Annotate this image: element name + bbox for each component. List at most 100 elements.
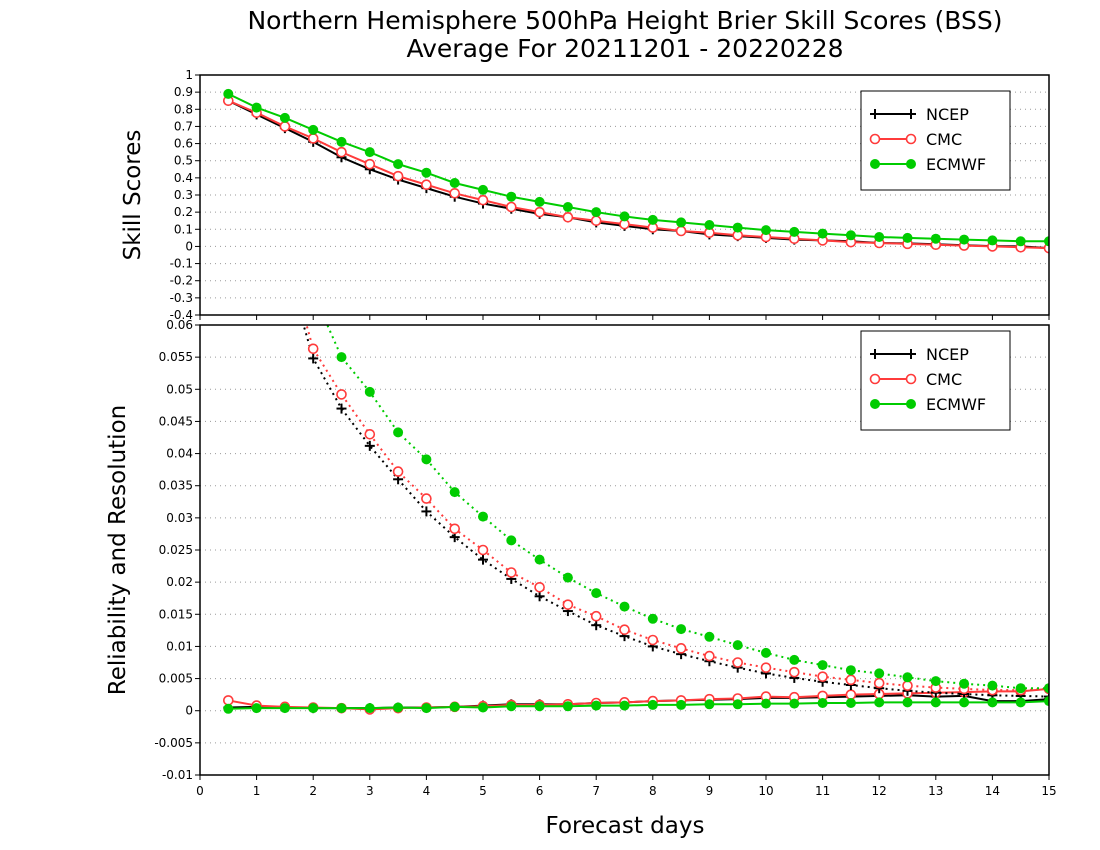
legend-label: ECMWF: [926, 155, 986, 174]
data-point: [449, 523, 461, 535]
data-point: [223, 695, 234, 706]
data-point: [449, 178, 460, 188]
legend-marker: [906, 159, 916, 169]
data-point: [987, 697, 998, 708]
data-point: [364, 147, 375, 158]
data-point: [902, 680, 913, 691]
legend-marker: [870, 399, 880, 409]
legend-label: NCEP: [926, 105, 969, 124]
data-point: [251, 102, 262, 113]
data-point: [817, 228, 828, 239]
y-tick-label: 0.9: [174, 85, 193, 99]
data-point: [874, 668, 885, 679]
data-point: [364, 386, 375, 397]
x-ticks: [199, 315, 1050, 320]
y-tick-label: 1: [185, 68, 193, 82]
legend-marker: [869, 133, 881, 145]
data-point: [676, 217, 687, 228]
data-point: [676, 624, 687, 635]
x-tick-label: 12: [872, 784, 887, 798]
y-tick-label: 0.06: [166, 318, 193, 332]
y-tick-label: 0.04: [166, 447, 193, 461]
legend-marker: [905, 373, 917, 385]
data-point: [336, 389, 347, 400]
data-point: [478, 511, 488, 522]
legend-entry-ecmwf: ECMWF: [870, 395, 986, 414]
data-point: [788, 666, 800, 678]
data-point: [959, 697, 970, 708]
data-point: [874, 232, 885, 242]
legend-entry-ecmwf: ECMWF: [870, 155, 986, 174]
data-point: [477, 544, 489, 556]
x-tick-label: 9: [706, 784, 714, 798]
data-point: [704, 650, 715, 662]
data-point: [591, 620, 602, 631]
y-tick-label: 0: [185, 239, 193, 253]
data-point: [845, 674, 857, 686]
x-tick-label: 5: [479, 784, 487, 798]
data-point: [845, 689, 857, 700]
data-point: [506, 191, 517, 202]
data-point: [392, 170, 404, 182]
data-point: [647, 699, 658, 710]
data-point: [336, 146, 347, 158]
data-point: [562, 701, 573, 712]
data-point: [704, 220, 715, 230]
y-tick-label: -0.4: [170, 308, 193, 322]
data-point: [845, 230, 856, 241]
data-point: [562, 211, 574, 223]
data-point: [987, 235, 998, 246]
y-ticks: -0.4 -0.3 -0.2 -0.1 0 0.1 0.2 0.3 0.4 0.5 0.6 0.7 0.…: [170, 68, 200, 322]
data-point: [307, 343, 319, 355]
data-point: [675, 643, 687, 654]
data-point: [336, 352, 347, 363]
y-axis-label: Skill Scores: [120, 130, 146, 261]
data-point: [505, 567, 517, 578]
plot-frame: [199, 324, 1050, 776]
data-point: [505, 201, 517, 213]
legend: NCEP CMC ECMWF: [860, 330, 1011, 431]
data-point: [478, 554, 488, 565]
data-point: [789, 654, 800, 665]
legend-label: NCEP: [926, 345, 969, 364]
data-point: [1044, 236, 1049, 247]
data-point: [761, 225, 771, 236]
legend-entry-cmc: CMC: [869, 370, 962, 389]
y-tick-label: 0.01: [166, 639, 193, 653]
x-tick-label: 4: [423, 784, 431, 798]
x-tick-label: 0: [196, 784, 204, 798]
x-tick-label: 3: [366, 784, 374, 798]
plot-area: [223, 325, 1049, 715]
y-tick-label: 0.045: [159, 414, 193, 428]
x-tick-label: 15: [1041, 784, 1056, 798]
data-point: [619, 601, 630, 612]
data-point: [1044, 691, 1049, 702]
data-point: [477, 194, 489, 206]
data-point: [647, 214, 658, 225]
data-point: [364, 703, 375, 714]
data-point: [534, 206, 545, 218]
plot-area: [223, 88, 1049, 254]
data-point: [619, 700, 630, 711]
y-tick-label: -0.005: [154, 736, 193, 750]
data-point: [845, 665, 856, 676]
data-point: [393, 427, 404, 438]
data-point: [845, 698, 856, 708]
data-point: [506, 535, 517, 546]
data-point: [930, 233, 941, 244]
data-point: [336, 703, 347, 714]
data-point: [336, 403, 347, 414]
data-point: [732, 657, 744, 668]
data-point: [421, 454, 432, 465]
x-tick-label: 14: [985, 784, 1000, 798]
data-point: [393, 159, 404, 170]
plot-frame: [199, 74, 1050, 316]
x-tick-label: 2: [309, 784, 317, 798]
data-point: [647, 634, 659, 646]
legend-label: CMC: [926, 130, 962, 149]
chart-title-line-1: Northern Hemisphere 500hPa Height Brier …: [247, 6, 1002, 35]
y-tick-label: -0.2: [170, 274, 193, 288]
data-point: [732, 699, 743, 710]
data-point: [279, 121, 291, 132]
data-point: [619, 624, 630, 636]
